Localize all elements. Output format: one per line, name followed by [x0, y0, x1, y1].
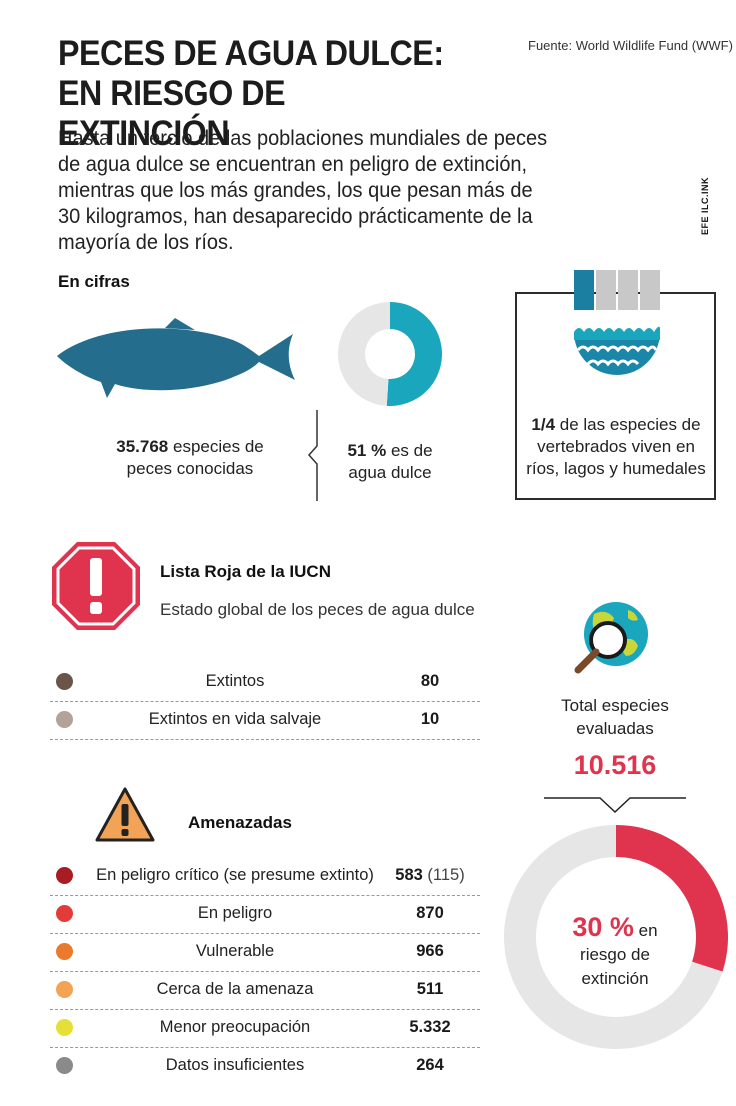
cifras-heading: En cifras	[58, 272, 130, 291]
status-value: 264	[416, 1056, 444, 1074]
risk-text-1: en	[638, 921, 658, 940]
page-title: PECES DE AGUA DULCE: EN RIESGO DE EXTINC…	[58, 34, 444, 153]
source-note: Fuente: World Wildlife Fund (WWF)	[528, 38, 733, 53]
table-row: Extintos 80	[50, 663, 480, 702]
status-value: 511	[416, 980, 444, 998]
status-value: 583 (115)	[380, 866, 480, 885]
globe-magnifier-icon	[574, 602, 648, 674]
vertebrates-number: 1/4	[531, 415, 556, 434]
table-row: Datos insuficientes 264	[50, 1047, 480, 1085]
risk-text-3: extinción	[581, 969, 649, 988]
status-value: 966	[416, 942, 444, 960]
risk-donut	[504, 825, 728, 1049]
table-row: Extintos en vida salvaje 10	[50, 701, 480, 740]
species-text-2: peces conocidas	[126, 459, 254, 478]
intro-paragraph: Hasta un tercio de las poblaciones mundi…	[58, 126, 548, 254]
table-row: Menor preocupación 5.332	[50, 1009, 480, 1048]
freshwater-text-2: agua dulce	[348, 463, 432, 482]
status-value: 10	[420, 710, 440, 728]
status-value-sub: (115)	[427, 866, 465, 884]
iucn-heading: Lista Roja de la IUCN	[160, 562, 331, 581]
status-dot	[56, 1019, 73, 1036]
vertebrates-text-1: de las especies de	[559, 415, 701, 434]
status-dot	[56, 1057, 73, 1074]
status-label: Vulnerable	[195, 942, 275, 960]
status-dot	[56, 981, 73, 998]
vertebrates-figure: 1/4 de las especies de vertebrados viven…	[520, 414, 712, 480]
status-label: En peligro	[197, 904, 273, 922]
status-dot	[56, 905, 73, 922]
freshwater-figure: 51 % es de agua dulce	[330, 440, 450, 484]
risk-slice	[616, 825, 728, 972]
water-icon	[574, 270, 660, 375]
rest-slice	[504, 825, 723, 1049]
vertebrates-text-3: ríos, lagos y humedales	[526, 459, 706, 478]
status-value-main: 583	[395, 866, 423, 884]
species-text-1: especies de	[173, 437, 264, 456]
agency-logo: EFE ILC.INK	[700, 176, 710, 235]
status-dot	[56, 673, 73, 690]
freshwater-slice	[386, 302, 442, 406]
total-value: 10.516	[573, 750, 657, 780]
table-row: En peligro crítico (se presume extinto) …	[50, 857, 480, 896]
brace-divider	[307, 410, 318, 501]
fish-icon	[57, 318, 295, 398]
status-value: 80	[420, 672, 440, 690]
status-value: 870	[416, 904, 444, 922]
status-label: Menor preocupación	[159, 1018, 311, 1036]
total-label-1: Total especies	[561, 696, 669, 715]
status-dot	[56, 711, 73, 728]
vertebrates-text-2: vertebrados viven en	[537, 437, 695, 456]
status-dot	[56, 943, 73, 960]
threat-heading: Amenazadas	[188, 813, 292, 832]
freshwater-pct: 51 %	[347, 441, 387, 460]
species-number: 35.768	[116, 437, 169, 456]
warning-triangle-icon	[95, 787, 155, 842]
warning-octagon-icon	[52, 542, 140, 630]
status-dot	[56, 867, 73, 884]
table-row: Cerca de la amenaza 511	[50, 971, 480, 1010]
status-label: Extintos en vida salvaje	[148, 710, 322, 728]
risk-figure: 30 % en riesgo de extinción	[545, 912, 685, 991]
status-value: 5.332	[409, 1018, 451, 1036]
status-label: Cerca de la amenaza	[156, 980, 314, 998]
pointer-line	[544, 797, 686, 814]
status-label: Datos insuficientes	[165, 1056, 305, 1074]
table-row: En peligro 870	[50, 895, 480, 934]
other-slice	[337, 302, 390, 406]
freshwater-text-1: es de	[390, 441, 433, 460]
total-label: Total especies evaluadas	[540, 694, 690, 740]
table-row: Vulnerable 966	[50, 933, 480, 972]
status-label: En peligro crítico (se presume extinto)	[96, 866, 374, 884]
total-label-2: evaluadas	[576, 719, 654, 738]
freshwater-donut	[337, 302, 442, 406]
species-figure: 35.768 especies de peces conocidas	[100, 436, 280, 480]
risk-pct: 30 %	[572, 912, 634, 942]
status-label: Extintos	[205, 672, 265, 690]
iucn-subheading: Estado global de los peces de agua dulce	[160, 600, 475, 619]
risk-text-2: riesgo de	[580, 945, 650, 964]
